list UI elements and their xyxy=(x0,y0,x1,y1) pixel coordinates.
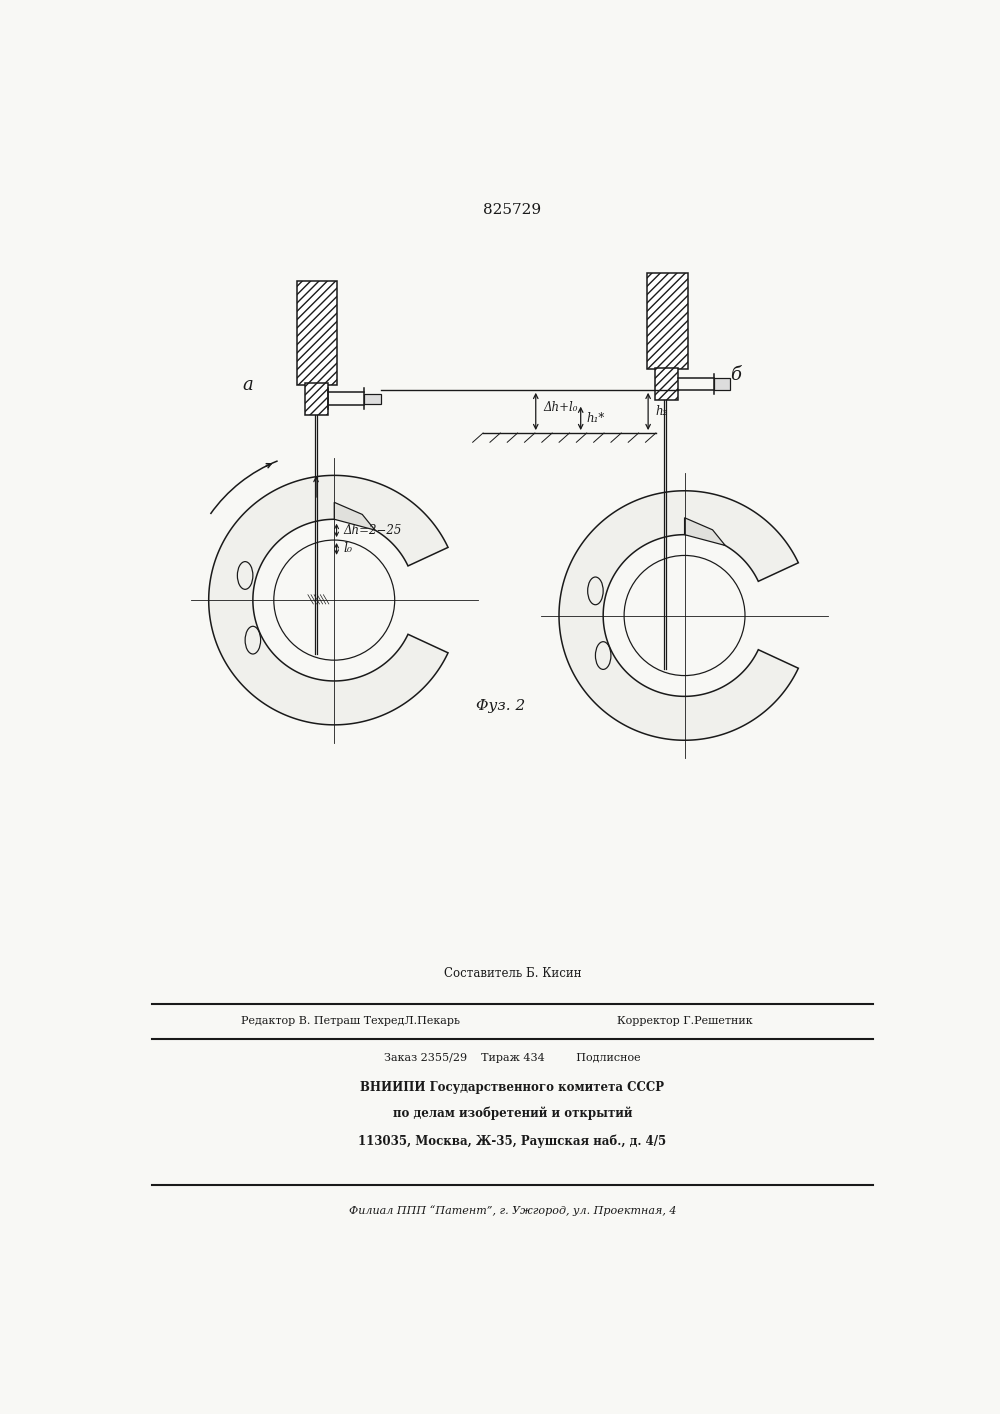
Text: Φуз. 2: Φуз. 2 xyxy=(476,699,526,713)
Text: Δh=2−25: Δh=2−25 xyxy=(344,523,402,536)
Polygon shape xyxy=(559,491,798,741)
Text: Филиал ППП “Патент”, г. Ужгород, ул. Проектная, 4: Филиал ППП “Патент”, г. Ужгород, ул. Про… xyxy=(349,1205,676,1216)
Bar xyxy=(364,393,381,404)
Polygon shape xyxy=(209,475,448,725)
Text: Составитель Б. Кисин: Составитель Б. Кисин xyxy=(444,967,581,980)
Text: по делам изобретений и открытий: по делам изобретений и открытий xyxy=(393,1107,632,1120)
Polygon shape xyxy=(685,518,725,546)
Text: l₀: l₀ xyxy=(344,542,353,556)
Bar xyxy=(297,280,337,385)
Text: ВНИИПИ Государственного комитета СССР: ВНИИПИ Государственного комитета СССР xyxy=(360,1082,664,1094)
Bar xyxy=(714,378,730,390)
Bar xyxy=(647,273,688,369)
Text: Редактор В. Петраш ТехредЛ.Пекарь: Редактор В. Петраш ТехредЛ.Пекарь xyxy=(241,1017,460,1027)
Polygon shape xyxy=(334,502,375,530)
Circle shape xyxy=(274,540,395,660)
Text: h₂: h₂ xyxy=(656,404,668,419)
Text: б: б xyxy=(730,365,741,383)
Text: 825729: 825729 xyxy=(483,202,542,216)
Text: Заказ 2355/29    Тираж 434         Подлисное: Заказ 2355/29 Тираж 434 Подлисное xyxy=(384,1053,641,1063)
Circle shape xyxy=(624,556,745,676)
Text: Δh+l₀: Δh+l₀ xyxy=(544,402,578,414)
Bar xyxy=(655,368,678,400)
Text: h₁*: h₁* xyxy=(587,411,605,424)
Text: Корректор Г.Решетник: Корректор Г.Решетник xyxy=(617,1017,753,1027)
Text: а: а xyxy=(242,376,253,393)
Text: 113035, Москва, Ж-35, Раушская наб., д. 4/5: 113035, Москва, Ж-35, Раушская наб., д. … xyxy=(358,1134,667,1148)
Bar xyxy=(305,383,328,416)
